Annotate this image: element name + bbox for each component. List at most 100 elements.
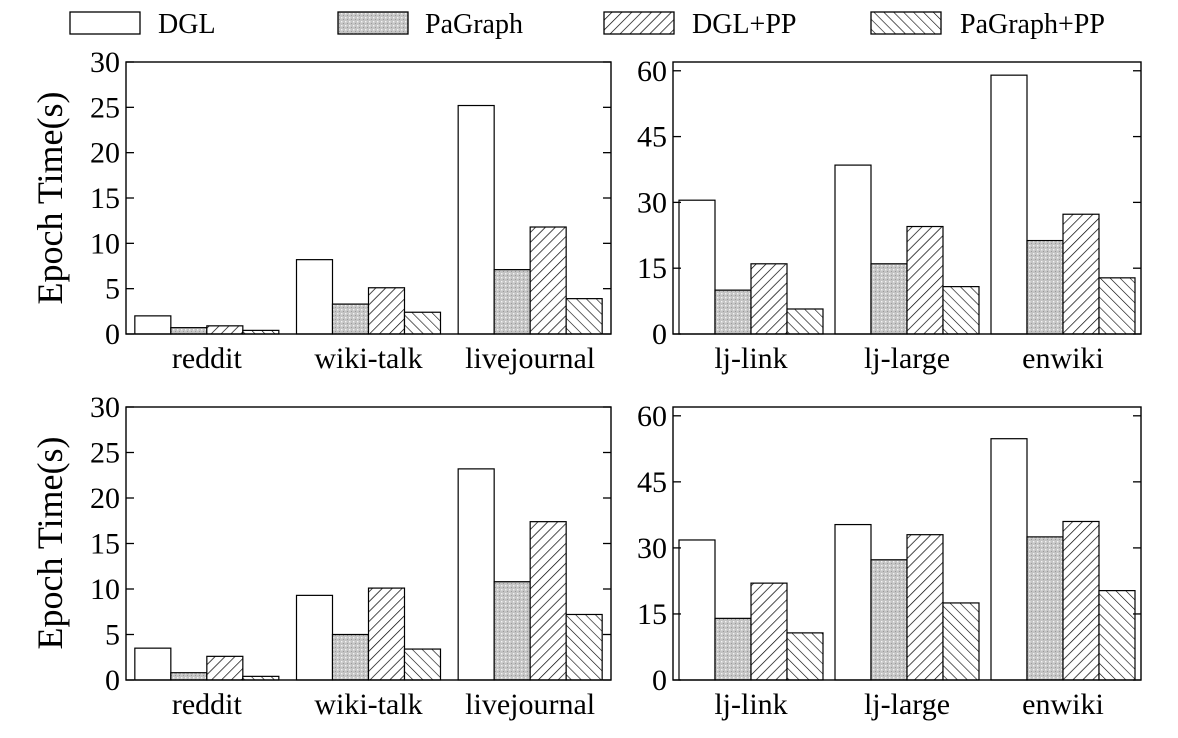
bar-pagraph-wiki-talk: [331, 633, 370, 681]
bar-dglpp-reddit: [206, 655, 244, 681]
x-tick-label-wiki-talk: wiki-talk: [314, 342, 422, 375]
bar-pagraphpp-enwiki: [1098, 590, 1136, 681]
legend: DGL PaGraph DGL+PP PaGraph+PP: [69, 9, 1105, 40]
legend-item-dgl: DGL: [69, 9, 216, 40]
chart-panel-top-right: lj-link lj-large enwiki 0 15 30 45 60: [637, 55, 1142, 375]
x-tick-label-enwiki: enwiki: [1022, 688, 1104, 721]
y-tick-label-10: 10: [90, 573, 120, 606]
legend-label-pagraph: PaGraph: [425, 9, 523, 40]
legend-swatch-dgl: [69, 11, 141, 35]
bar-pagraph-lj-link: [714, 289, 752, 335]
bar-dgl-reddit: [134, 647, 172, 681]
bar-dgl-enwiki: [990, 74, 1028, 335]
chart-panel-bottom-right: lj-link lj-large enwiki 0 15 30 45 60: [637, 400, 1142, 721]
bar-pagraph-lj-large: [870, 263, 908, 335]
bar-pagraph-wiki-talk: [331, 303, 370, 335]
bar-pagraphpp-lj-large: [942, 286, 980, 335]
bar-pagraph-lj-link: [714, 617, 752, 681]
bar-dgl-reddit: [134, 315, 172, 335]
x-tick-label-livejournal: livejournal: [465, 688, 595, 721]
y-tick-label-5: 5: [105, 273, 120, 306]
bar-dglpp-lj-large: [906, 534, 944, 681]
y-tick-label-45: 45: [637, 466, 667, 499]
legend-swatch-pagraphpp: [870, 11, 942, 35]
bar-dgl-lj-large: [834, 523, 872, 681]
bar-pagraphpp-wiki-talk: [403, 648, 442, 681]
y-tick-label-60: 60: [637, 55, 667, 88]
legend-label-dglpp: DGL+PP: [692, 9, 796, 40]
bar-pagraph-livejournal: [493, 269, 531, 335]
bar-dglpp-livejournal: [529, 521, 567, 681]
y-tick-label-0: 0: [105, 318, 120, 351]
y-axis-label: Epoch Time(s): [30, 436, 70, 649]
x-tick-label-wiki-talk: wiki-talk: [314, 688, 422, 721]
y-axis-label: Epoch Time(s): [30, 91, 70, 304]
bar-pagraphpp-lj-link: [786, 632, 824, 681]
bar-dgl-lj-large: [834, 164, 872, 335]
bar-pagraph-reddit: [170, 327, 208, 335]
bar-dglpp-livejournal: [529, 226, 567, 335]
y-tick-label-30: 30: [90, 391, 120, 424]
legend-swatch-pagraph: [337, 11, 409, 35]
legend-label-dgl: DGL: [158, 9, 216, 40]
bar-pagraphpp-livejournal: [565, 613, 603, 681]
y-tick-label-25: 25: [90, 91, 120, 124]
bar-pagraph-lj-large: [870, 559, 908, 681]
x-tick-label-lj-large: lj-large: [864, 688, 950, 721]
bar-pagraphpp-livejournal: [565, 298, 603, 335]
y-tick-label-0: 0: [652, 664, 667, 697]
bar-dglpp-wiki-talk: [367, 587, 406, 681]
bar-dgl-lj-link: [678, 539, 716, 681]
bar-pagraphpp-lj-large: [942, 602, 980, 681]
bar-pagraph-reddit: [170, 672, 208, 681]
legend-label-pagraphpp: PaGraph+PP: [960, 9, 1105, 40]
legend-item-pagraphpp: PaGraph+PP: [870, 9, 1105, 40]
chart-panel-bottom-left: reddit wiki-talk livejournal 0 5 10 15 20 25 30 Ep…: [30, 391, 612, 721]
bar-dgl-enwiki: [990, 438, 1028, 681]
bar-pagraphpp-wiki-talk: [403, 311, 442, 335]
bar-dgl-livejournal: [457, 104, 495, 335]
bar-dglpp-lj-link: [750, 263, 788, 335]
y-tick-label-0: 0: [105, 664, 120, 697]
y-tick-label-15: 15: [90, 182, 120, 215]
bar-dgl-wiki-talk: [295, 259, 334, 335]
bar-dglpp-wiki-talk: [367, 287, 406, 335]
bar-pagraphpp-lj-link: [786, 308, 824, 335]
x-tick-label-lj-link: lj-link: [714, 688, 787, 721]
x-tick-label-enwiki: enwiki: [1022, 342, 1104, 375]
y-tick-label-30: 30: [90, 46, 120, 79]
y-tick-label-20: 20: [90, 137, 120, 170]
y-tick-label-15: 15: [90, 528, 120, 561]
bar-pagraph-enwiki: [1026, 239, 1064, 335]
y-tick-label-5: 5: [105, 619, 120, 652]
bar-dglpp-reddit: [206, 325, 244, 335]
y-tick-label-30: 30: [637, 186, 667, 219]
x-tick-label-lj-large: lj-large: [864, 342, 950, 375]
legend-item-pagraph: PaGraph: [337, 9, 523, 40]
bar-dglpp-enwiki: [1062, 520, 1100, 681]
bar-dgl-livejournal: [457, 468, 495, 681]
bar-dgl-lj-link: [678, 199, 716, 335]
x-tick-label-reddit: reddit: [172, 688, 243, 721]
bar-pagraph-enwiki: [1026, 536, 1064, 681]
y-tick-label-45: 45: [637, 121, 667, 154]
bar-pagraph-livejournal: [493, 581, 531, 681]
plot-frame: [672, 406, 1142, 681]
legend-swatch-dglpp: [603, 11, 675, 35]
legend-item-dglpp: DGL+PP: [603, 9, 796, 40]
x-tick-label-reddit: reddit: [172, 342, 243, 375]
plot-frame: [672, 61, 1142, 335]
y-tick-label-0: 0: [652, 318, 667, 351]
y-tick-label-15: 15: [637, 252, 667, 285]
y-tick-label-30: 30: [637, 532, 667, 565]
x-tick-label-livejournal: livejournal: [465, 342, 595, 375]
bar-dglpp-lj-link: [750, 582, 788, 681]
bar-pagraphpp-enwiki: [1098, 277, 1136, 335]
bar-dgl-wiki-talk: [295, 594, 334, 681]
chart-panel-top-left: reddit wiki-talk livejournal 0 5 10 15 20 25 30 Ep…: [30, 46, 612, 375]
y-tick-label-15: 15: [637, 598, 667, 631]
y-tick-label-25: 25: [90, 437, 120, 470]
bar-dglpp-enwiki: [1062, 213, 1100, 335]
x-tick-label-lj-link: lj-link: [714, 342, 787, 375]
